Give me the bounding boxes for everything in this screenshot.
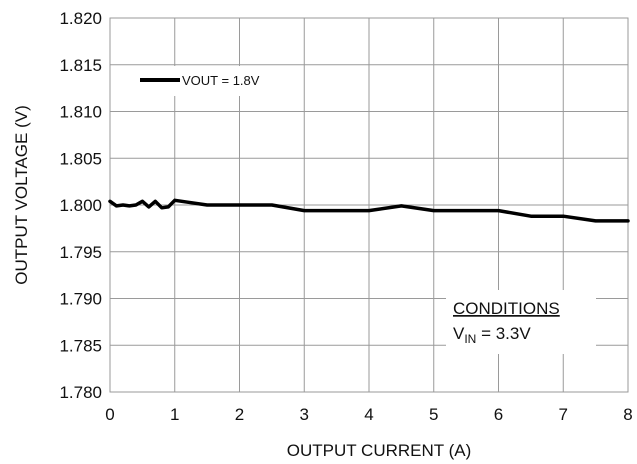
y-tick-label: 1.800 [59, 196, 102, 215]
x-tick-label: 1 [170, 405, 179, 424]
y-tick-label: 1.780 [59, 383, 102, 402]
legend-label: VOUT = 1.8V [182, 73, 260, 88]
conditions-background [446, 290, 596, 354]
plot-frame [109, 17, 629, 393]
legend: VOUT = 1.8V [132, 66, 300, 96]
y-tick-label: 1.790 [59, 290, 102, 309]
x-tick-labels: 0 1 2 3 4 5 6 7 8 [105, 405, 632, 424]
conditions-box: CONDITIONS VIN = 3.3V [446, 290, 596, 354]
x-tick-label: 2 [235, 405, 244, 424]
x-tick-label: 0 [105, 405, 114, 424]
series-group [108, 198, 630, 223]
conditions-heading: CONDITIONS [453, 299, 560, 318]
y-tick-label: 1.785 [59, 336, 102, 355]
y-tick-label: 1.815 [59, 56, 102, 75]
x-tick-label: 6 [494, 405, 503, 424]
series-line-0 [108, 198, 630, 223]
conditions-vin: VIN = 3.3V [453, 324, 531, 346]
y-tick-label: 1.795 [59, 243, 102, 262]
x-tick-label: 8 [623, 405, 632, 424]
y-tick-label: 1.805 [59, 149, 102, 168]
y-tick-label: 1.810 [59, 103, 102, 122]
x-tick-label: 4 [364, 405, 373, 424]
x-tick-label: 7 [559, 405, 568, 424]
x-axis-title: OUTPUT CURRENT (A) [287, 441, 472, 460]
vin-value: = 3.3V [476, 324, 531, 343]
vin-subscript: IN [464, 332, 476, 346]
y-axis-title: OUTPUT VOLTAGE (V) [12, 105, 31, 284]
y-tick-label: 1.820 [59, 9, 102, 28]
x-tick-label: 5 [429, 405, 438, 424]
vin-symbol: V [453, 324, 465, 343]
y-tick-labels: 1.780 1.785 1.790 1.795 1.800 1.805 1.810 1.815… [59, 9, 102, 402]
x-tick-label: 3 [300, 405, 309, 424]
